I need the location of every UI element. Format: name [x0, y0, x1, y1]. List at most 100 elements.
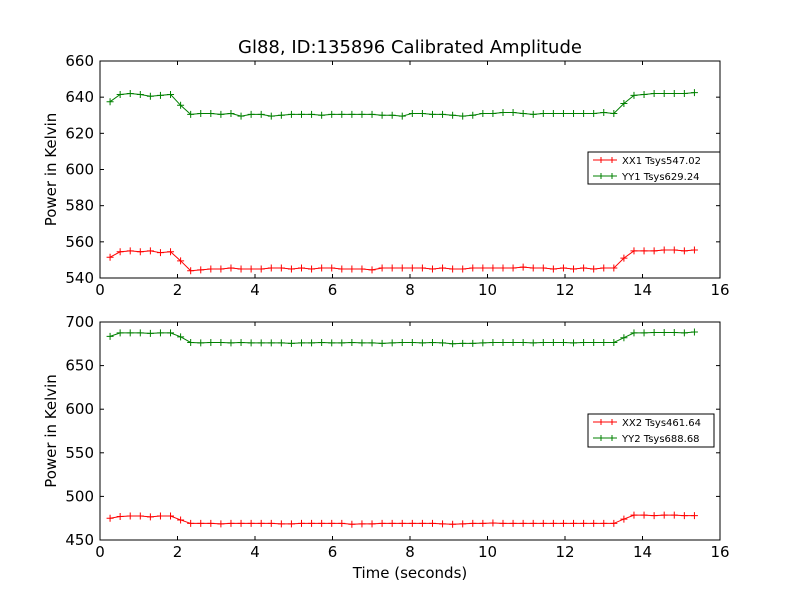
data-point — [338, 110, 346, 118]
data-point — [620, 254, 628, 262]
data-point — [580, 338, 588, 346]
data-point — [489, 264, 497, 272]
data-point — [630, 247, 638, 255]
y-tick-label: 600 — [65, 161, 94, 179]
data-point — [217, 338, 225, 346]
data-point — [670, 90, 678, 98]
data-point — [449, 340, 457, 348]
data-point — [378, 519, 386, 527]
data-point — [126, 512, 134, 520]
data-point — [600, 519, 608, 527]
data-point — [177, 101, 185, 109]
x-tick-label: 4 — [250, 281, 260, 299]
data-point — [640, 90, 648, 98]
data-point — [227, 109, 235, 117]
data-point — [156, 249, 164, 257]
data-point — [690, 89, 698, 97]
y-tick-label: 650 — [65, 357, 94, 375]
top-panel-xx1-yy1: 0 2 4 6 8 10 12 14 16 540 560 580 600 620 640 660 Power … — [42, 52, 730, 299]
data-point — [398, 338, 406, 346]
data-point — [680, 512, 688, 520]
data-point — [167, 512, 175, 520]
data-point — [298, 519, 305, 527]
data-point — [650, 90, 658, 98]
data-point — [509, 519, 517, 527]
data-point — [449, 520, 457, 528]
data-point — [408, 109, 416, 117]
data-point — [539, 109, 547, 117]
x-tick-label: 8 — [405, 281, 415, 299]
data-point — [670, 511, 678, 519]
bottom-panel-xx2-yy2: 0 2 4 6 8 10 12 14 16 450 500 550 600 650 700 Power in … — [42, 313, 730, 561]
legend-box — [587, 151, 721, 185]
data-point — [136, 90, 144, 98]
data-point — [630, 511, 638, 519]
legend-marker — [598, 419, 604, 425]
data-point — [499, 338, 507, 346]
data-point — [559, 338, 567, 346]
x-tick-label: 2 — [173, 543, 183, 561]
data-point — [106, 98, 114, 106]
data-point — [580, 519, 588, 527]
data-point — [439, 264, 447, 272]
data-point — [328, 519, 336, 527]
data-point — [267, 519, 275, 527]
x-tick-label: 6 — [328, 543, 338, 561]
data-point — [680, 90, 688, 98]
data-point — [167, 248, 175, 256]
legend-label: YY1 Tsys629.24 — [621, 172, 700, 183]
data-point — [660, 511, 668, 519]
data-point — [287, 110, 295, 118]
legend-label: XX2 Tsys461.64 — [622, 418, 701, 429]
data-point — [197, 266, 205, 274]
data-point — [378, 339, 386, 347]
y-tick-label: 660 — [65, 52, 94, 70]
data-point — [519, 519, 527, 527]
data-point — [570, 339, 578, 347]
x-tick-label: 2 — [173, 281, 183, 299]
data-point — [358, 520, 366, 528]
data-point — [499, 519, 507, 527]
legend-marker — [609, 435, 615, 441]
data-point — [690, 512, 698, 520]
data-point — [187, 338, 195, 346]
legend-marker — [609, 419, 615, 425]
data-point — [217, 520, 225, 528]
data-point — [247, 339, 255, 347]
data-point — [439, 110, 447, 118]
data-point — [368, 339, 376, 347]
data-point — [308, 265, 316, 273]
data-point — [116, 90, 124, 98]
data-point — [167, 90, 175, 98]
data-point — [318, 519, 326, 527]
data-point — [167, 329, 175, 337]
data-point — [459, 112, 467, 120]
data-point — [439, 339, 447, 347]
data-point — [267, 264, 275, 272]
data-point — [106, 514, 114, 522]
data-point — [156, 329, 164, 337]
data-point — [257, 265, 265, 273]
data-point — [449, 111, 457, 119]
data-point — [610, 338, 618, 346]
data-point — [187, 267, 195, 275]
legend-marker — [598, 173, 604, 179]
data-point — [439, 520, 447, 528]
y-tick-label: 620 — [65, 124, 94, 142]
legend-marker — [609, 157, 615, 163]
data-point — [177, 516, 185, 524]
data-point — [600, 338, 608, 346]
data-point — [146, 513, 154, 521]
legend: XX1 Tsys547.02 YY1 Tsys629.24 — [587, 151, 721, 185]
x-tick-label: 12 — [555, 281, 574, 299]
data-point — [177, 257, 185, 265]
data-point — [600, 109, 608, 117]
data-point — [237, 338, 245, 346]
data-point — [590, 109, 598, 117]
data-point — [680, 247, 688, 255]
data-point — [287, 265, 295, 273]
data-point — [237, 112, 245, 120]
data-point — [328, 110, 336, 118]
data-point — [156, 91, 164, 99]
